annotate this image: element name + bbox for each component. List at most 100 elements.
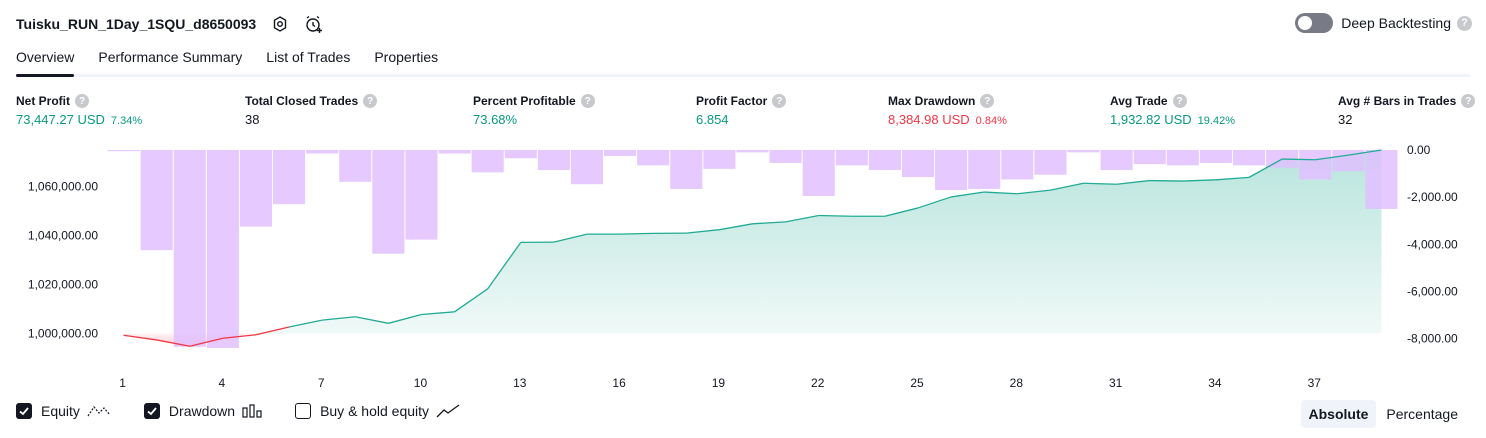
equity-line-segment xyxy=(1348,149,1382,156)
absolute-button[interactable]: Absolute xyxy=(1300,400,1377,428)
info-icon[interactable]: ? xyxy=(75,94,89,108)
equity-line-segment xyxy=(322,316,356,321)
percentage-button[interactable]: Percentage xyxy=(1386,406,1458,422)
drawdown-bar xyxy=(1199,150,1232,163)
equity-line-segment xyxy=(1215,176,1250,181)
toggle-knob xyxy=(1298,16,1313,30)
x-axis-tick-label: 1 xyxy=(119,376,126,390)
drawdown-bar xyxy=(835,150,868,166)
metric-label: Total Closed Trades xyxy=(245,94,359,108)
equity-line-segment xyxy=(1017,189,1051,195)
tab-overview[interactable]: Overview xyxy=(16,44,75,77)
x-axis-tick-label: 37 xyxy=(1308,376,1322,390)
header: Tuisku_RUN_1Day_1SQU_d8650093 xyxy=(16,12,324,36)
metric-avg-trade: Avg Trade? 1,932.82 USD 19.42% xyxy=(1110,94,1235,127)
legend-buy-hold-equity[interactable]: Buy & hold equity xyxy=(295,403,461,419)
right-axis-tick-label: -2,000.00 xyxy=(1407,190,1458,204)
equity-line-segment xyxy=(288,319,323,328)
drawdown-bar xyxy=(604,150,637,156)
tab-properties[interactable]: Properties xyxy=(374,49,439,65)
metric-label: Profit Factor xyxy=(696,94,768,108)
deep-backtesting-label: Deep Backtesting xyxy=(1341,15,1451,31)
drawdown-bar xyxy=(1365,150,1398,209)
left-axis-tick-label: 1,020,000.00 xyxy=(28,277,98,291)
equity-line-segment xyxy=(1315,154,1349,161)
legend-drawdown[interactable]: Drawdown xyxy=(143,403,263,419)
x-axis-tick-label: 16 xyxy=(612,376,626,390)
equity-line-segment xyxy=(1182,179,1216,182)
drawdown-bar xyxy=(968,150,1001,189)
checkbox-checked-icon[interactable] xyxy=(143,403,160,419)
gear-icon[interactable] xyxy=(270,14,290,34)
equity-line-segment xyxy=(421,311,455,316)
drawdown-bar xyxy=(239,150,273,227)
info-icon[interactable]: ? xyxy=(772,94,787,108)
info-icon[interactable]: ? xyxy=(363,94,378,108)
drawdown-bar xyxy=(1299,150,1332,180)
drawdown-bar xyxy=(1232,150,1266,166)
trend-line-icon xyxy=(436,404,460,418)
drawdown-bar xyxy=(570,150,604,185)
equity-line-segment xyxy=(1282,158,1316,161)
equity-line-segment xyxy=(1083,182,1117,185)
drawdown-bar xyxy=(1166,150,1199,166)
metric-value: 73,447.27 USD xyxy=(16,112,105,127)
checkbox-checked-icon[interactable] xyxy=(16,403,32,419)
equity-line-segment xyxy=(917,196,952,209)
drawdown-bar xyxy=(339,150,372,182)
deep-backtesting: Deep Backtesting ? xyxy=(1295,13,1472,33)
drawdown-bar xyxy=(405,150,438,240)
x-axis-tick-label: 7 xyxy=(318,376,325,390)
alarm-clock-plus-icon[interactable] xyxy=(304,14,324,34)
drawdown-bar xyxy=(1133,150,1166,165)
equity-loss-area xyxy=(123,333,1382,347)
equity-line-segment xyxy=(752,221,786,225)
legend-label: Buy & hold equity xyxy=(320,403,430,419)
x-axis-tick-label: 13 xyxy=(513,376,527,390)
drawdown-bar xyxy=(1034,150,1067,175)
metric-percent-profitable: Percent Profitable? 73.68% xyxy=(473,94,595,127)
metric-label: Net Profit xyxy=(16,94,70,108)
checkbox-unchecked-icon[interactable] xyxy=(295,403,312,419)
equity-line-segment xyxy=(686,229,720,234)
legend-equity[interactable]: Equity xyxy=(16,403,112,419)
metric-percent: 7.34% xyxy=(110,115,143,127)
metric-max-drawdown: Max Drawdown? 8,384.98 USD 0.84% xyxy=(888,94,1007,127)
tab-list-of-trades[interactable]: List of Trades xyxy=(266,49,351,65)
metric-label: Max Drawdown xyxy=(888,94,976,108)
metric-value: 8,384.98 USD xyxy=(888,112,970,127)
x-axis-tick-label: 19 xyxy=(712,376,726,390)
tab-performance-summary[interactable]: Performance Summary xyxy=(98,49,243,65)
info-icon[interactable]: ? xyxy=(1172,94,1187,108)
info-icon[interactable]: ? xyxy=(1461,94,1476,108)
equity-drawdown-chart[interactable]: 1,060,000.00 1,040,000.00 1,020,000.00 1,00… xyxy=(0,140,1486,400)
metric-label: Avg # Bars in Trades xyxy=(1338,94,1457,108)
x-axis-tick-label: 22 xyxy=(811,376,825,390)
strategy-title: Tuisku_RUN_1Day_1SQU_d8650093 xyxy=(16,16,257,32)
equity-line-segment xyxy=(255,326,290,336)
equity-line-segment xyxy=(123,334,157,341)
drawdown-bar xyxy=(868,150,901,171)
x-axis-tick-label: 31 xyxy=(1109,376,1123,390)
equity-line-segment xyxy=(454,288,489,313)
drawdown-bar xyxy=(637,150,670,166)
metric-profit-factor: Profit Factor? 6.854 xyxy=(696,94,787,127)
metric-value: 1,932.82 USD xyxy=(1110,112,1192,127)
drawdown-bar xyxy=(173,150,206,347)
metric-percent: 0.84% xyxy=(975,115,1007,127)
equity-line-segment xyxy=(222,334,257,339)
help-icon[interactable]: ? xyxy=(1457,15,1472,31)
x-axis-tick-label: 10 xyxy=(414,376,428,390)
info-icon[interactable]: ? xyxy=(980,94,995,108)
equity-line-segment xyxy=(553,233,588,243)
value-mode-switch: Absolute Percentage xyxy=(1299,400,1467,428)
equity-line-segment xyxy=(1050,182,1084,191)
x-axis-tick-label: 25 xyxy=(910,376,924,390)
metric-total-closed-trades: Total Closed Trades? 38 xyxy=(245,94,378,127)
equity-line-segment xyxy=(388,313,422,324)
metric-avg-bars-in-trades: Avg # Bars in Trades? 32 xyxy=(1338,94,1476,127)
equity-line-segment xyxy=(189,337,224,347)
x-axis-tick-label: 4 xyxy=(219,376,226,390)
info-icon[interactable]: ? xyxy=(580,94,595,108)
deep-backtesting-toggle[interactable] xyxy=(1295,13,1334,33)
